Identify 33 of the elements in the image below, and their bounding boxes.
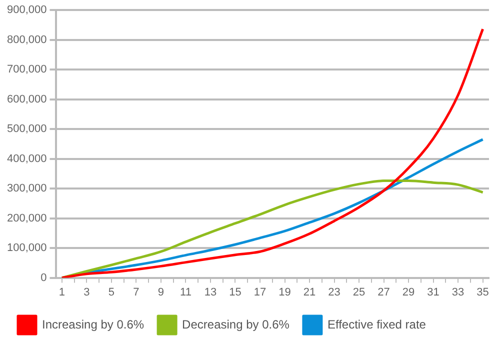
x-tick-label: 17	[254, 286, 266, 298]
legend-label: Increasing by 0.6%	[42, 317, 144, 332]
x-tick-label: 21	[303, 286, 316, 298]
y-tick-label: 500,000	[6, 123, 47, 136]
y-tick-label: 300,000	[6, 182, 47, 195]
x-tick-label: 1	[58, 286, 66, 298]
x-tick-label: 33	[452, 286, 464, 298]
y-tick-label: 400,000	[6, 152, 47, 165]
x-tick-label: 5	[108, 286, 115, 298]
x-tick-label: 23	[328, 286, 340, 298]
x-tick-label: 7	[133, 286, 140, 298]
line-series	[60, 28, 484, 278]
x-tick-label: 11	[180, 286, 192, 298]
y-tick-label: 0	[40, 272, 47, 284]
x-tick-label: 27	[378, 286, 390, 298]
x-tick-label: 25	[352, 286, 366, 298]
x-tick-label: 31	[427, 286, 440, 298]
legend-label: Effective fixed rate	[327, 317, 426, 332]
y-tick-label: 900,000	[6, 4, 47, 16]
x-tick-label: 3	[84, 286, 90, 298]
y-tick-label: 700,000	[6, 64, 47, 76]
legend-label: Decreasing by 0.6%	[182, 317, 290, 332]
x-tick-label: 15	[229, 286, 242, 298]
x-tick-label: 29	[402, 286, 415, 298]
x-tick-label: 35	[476, 286, 489, 298]
x-tick-label: 9	[158, 286, 164, 298]
y-tick-label: 100,000	[6, 242, 47, 254]
y-tick-label: 600,000	[6, 93, 47, 106]
y-tick-label: 800,000	[6, 34, 47, 46]
x-tick-label: 13	[204, 286, 217, 298]
x-tick-label: 19	[278, 286, 291, 298]
y-tick-label: 200,000	[6, 212, 47, 224]
line-series	[60, 180, 484, 278]
